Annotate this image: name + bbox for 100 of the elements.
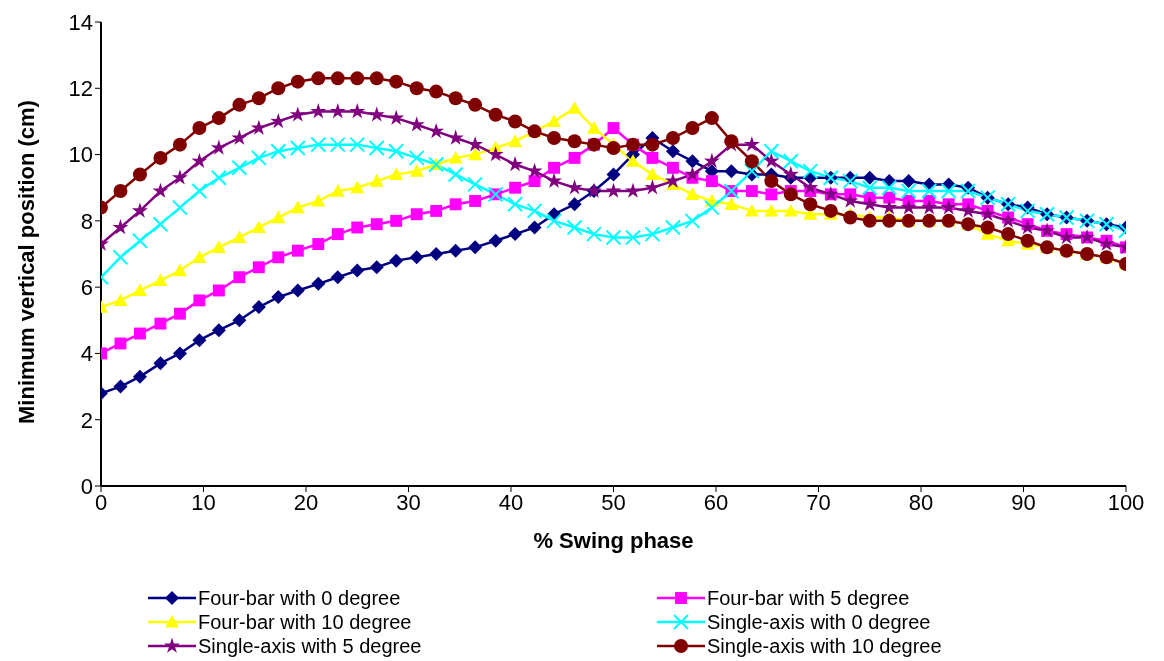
point — [724, 164, 739, 179]
point — [231, 129, 248, 145]
point — [900, 183, 917, 200]
point — [132, 283, 147, 297]
point — [210, 139, 227, 155]
point — [311, 71, 326, 86]
legend-label: Single-axis with 10 degree — [707, 634, 942, 658]
point — [350, 263, 365, 278]
point — [881, 199, 898, 215]
x-axis-title: % Swing phase — [533, 528, 694, 553]
point — [369, 260, 384, 275]
point — [527, 220, 542, 235]
point — [390, 214, 403, 227]
point — [744, 203, 759, 217]
point — [271, 290, 286, 305]
point — [113, 184, 128, 199]
point — [408, 149, 425, 166]
point — [745, 185, 758, 197]
point — [487, 146, 504, 162]
point — [429, 84, 444, 99]
point — [153, 150, 168, 165]
point — [388, 143, 405, 160]
point — [685, 121, 700, 136]
point — [528, 175, 541, 188]
point — [743, 136, 760, 152]
point — [252, 261, 265, 274]
point — [921, 199, 938, 215]
point — [251, 300, 266, 315]
point — [251, 91, 266, 106]
point — [448, 91, 463, 106]
point — [724, 197, 739, 210]
legend-label: Four-bar with 0 degree — [198, 586, 401, 610]
point — [1000, 212, 1017, 228]
point — [131, 202, 148, 218]
point — [191, 183, 208, 200]
point — [289, 139, 306, 156]
point — [289, 106, 306, 122]
point — [447, 166, 464, 183]
point — [567, 134, 582, 149]
point — [763, 143, 780, 160]
point — [113, 293, 128, 306]
legend-label: Four-bar with 5 degree — [707, 586, 910, 610]
point — [624, 229, 641, 246]
point — [685, 154, 700, 169]
point — [802, 179, 819, 195]
point — [291, 244, 304, 257]
point — [802, 163, 819, 180]
point — [764, 174, 779, 189]
point — [350, 71, 365, 86]
point — [764, 203, 779, 217]
point — [370, 218, 383, 231]
point — [980, 220, 995, 235]
point — [624, 182, 641, 198]
point — [232, 230, 247, 244]
point — [901, 174, 916, 189]
point — [979, 205, 996, 222]
point — [665, 144, 680, 159]
point — [152, 182, 169, 198]
point — [192, 250, 207, 263]
point — [250, 149, 267, 166]
point — [763, 152, 780, 168]
point — [862, 213, 877, 228]
point — [587, 121, 602, 134]
y-tick-label: 8 — [80, 208, 93, 234]
point — [191, 152, 208, 168]
point — [113, 379, 128, 394]
point — [546, 212, 563, 229]
point — [685, 187, 700, 200]
point — [547, 131, 562, 145]
point — [606, 140, 621, 155]
point — [368, 106, 385, 122]
point — [684, 212, 701, 229]
point — [349, 136, 366, 153]
point — [1098, 235, 1115, 251]
point — [509, 181, 522, 194]
point — [409, 164, 424, 177]
point — [843, 210, 858, 225]
point — [546, 172, 563, 188]
y-tick-label: 10 — [68, 142, 93, 168]
point — [152, 216, 169, 233]
point — [862, 170, 877, 185]
point — [861, 195, 878, 212]
point — [193, 294, 206, 307]
point — [507, 196, 524, 213]
point — [154, 317, 167, 330]
point — [467, 136, 484, 152]
point — [132, 167, 147, 182]
point — [172, 137, 187, 152]
point — [684, 166, 701, 182]
point — [960, 202, 977, 218]
legend-label: Four-bar with 10 degree — [198, 610, 412, 634]
point — [567, 101, 582, 114]
point — [350, 180, 365, 194]
point — [250, 119, 267, 135]
point — [231, 159, 248, 176]
point — [388, 109, 405, 125]
point — [172, 346, 187, 361]
point — [508, 134, 523, 147]
point — [842, 173, 859, 190]
point — [468, 240, 483, 255]
